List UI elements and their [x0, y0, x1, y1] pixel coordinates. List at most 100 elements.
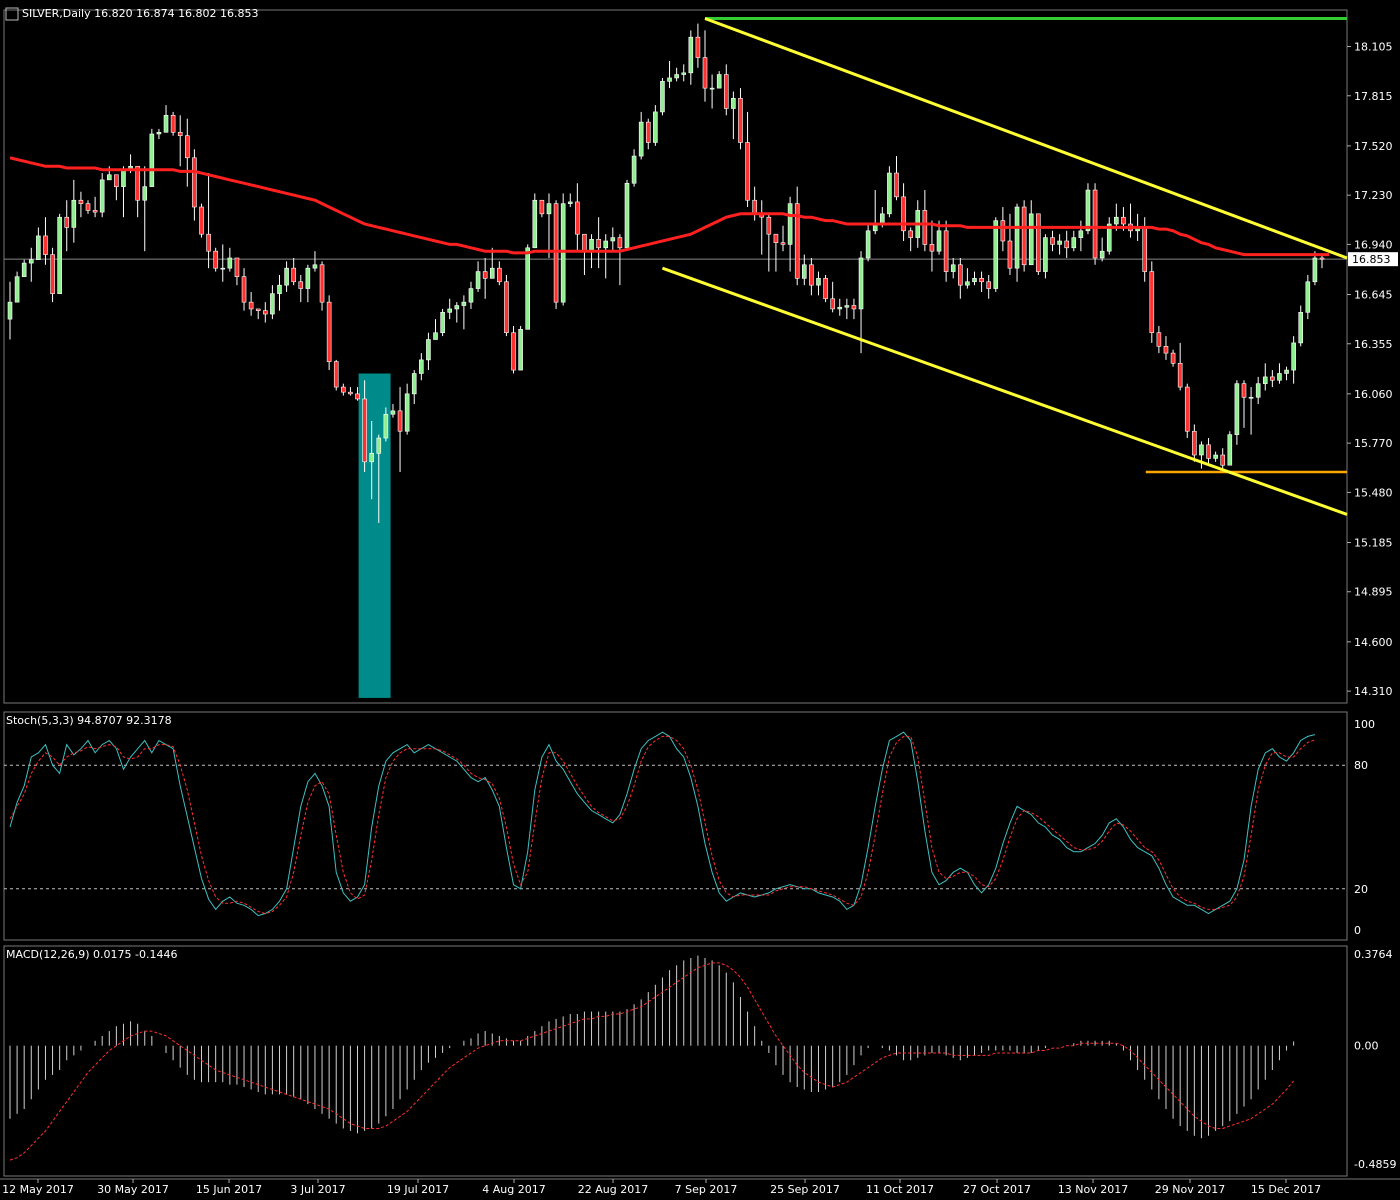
candle-body	[156, 131, 162, 135]
candle-body	[468, 288, 474, 303]
stoch-axis-label: 0	[1354, 924, 1361, 937]
candle-body	[184, 135, 190, 159]
price-axis-label: 14.895	[1354, 586, 1393, 599]
candle-body	[362, 398, 367, 463]
candle	[1092, 183, 1098, 265]
candle-body	[170, 115, 176, 133]
candle	[539, 199, 545, 218]
candle	[958, 257, 963, 299]
candle	[1071, 230, 1077, 252]
candle	[766, 213, 772, 272]
candle-body	[50, 254, 55, 294]
candle-body	[1213, 454, 1218, 459]
candle	[348, 387, 353, 396]
stoch-k-line	[9, 731, 1316, 917]
candle-body	[553, 203, 559, 303]
candle	[404, 383, 410, 435]
price-panel-frame	[3, 9, 1348, 704]
stoch-axis-label: 80	[1354, 759, 1368, 772]
candle	[922, 190, 928, 252]
candle-body	[858, 257, 864, 310]
candle	[78, 191, 84, 218]
candle	[844, 298, 850, 320]
candle-body	[248, 301, 254, 310]
candle	[192, 149, 197, 221]
candle-body	[943, 230, 949, 272]
candle-body	[312, 264, 318, 269]
candle	[624, 179, 630, 249]
macd-panel-title: MACD(12,26,9) 0.0175 -0.1446	[6, 948, 177, 961]
candle	[553, 200, 559, 309]
candle-body	[681, 72, 687, 75]
current-price-label: 16.853	[1352, 253, 1391, 266]
candle-body	[263, 310, 268, 315]
candle	[270, 285, 275, 320]
candle	[780, 225, 786, 252]
candle-body	[773, 233, 779, 243]
candle	[887, 166, 892, 218]
candle-body	[28, 259, 34, 264]
candle	[794, 186, 800, 286]
candle	[355, 387, 360, 401]
candle-body	[78, 199, 84, 204]
price-panel-icon	[5, 7, 19, 21]
price-axis-label: 16.940	[1354, 238, 1393, 251]
candle-body	[1121, 216, 1126, 225]
candle-body	[830, 298, 835, 310]
candle-body	[986, 281, 991, 289]
candle-body	[497, 267, 502, 283]
time-axis-label: 13 Nov 2017	[1058, 1183, 1128, 1196]
candle	[440, 308, 445, 337]
time-axis-label: 19 Jul 2017	[387, 1183, 449, 1196]
candle	[99, 173, 105, 218]
candle-body	[1227, 434, 1233, 466]
candle	[511, 325, 516, 374]
candle	[1248, 387, 1254, 435]
candle-body	[688, 36, 694, 74]
candle-body	[390, 410, 396, 415]
candle-body	[475, 271, 481, 289]
price-axis-label: 15.185	[1354, 536, 1393, 549]
candle-body	[1085, 189, 1091, 232]
candle	[433, 319, 438, 340]
time-axis-label: 3 Jul 2017	[290, 1183, 345, 1196]
candle	[929, 220, 935, 272]
candle-body	[610, 237, 616, 242]
candle-body	[589, 239, 594, 252]
candle-body	[667, 77, 672, 82]
candle	[575, 183, 580, 252]
candle-body	[284, 267, 289, 286]
candle-body	[958, 264, 963, 286]
candle-body	[766, 216, 772, 235]
candle	[518, 325, 523, 371]
candle	[816, 271, 821, 296]
candle-body	[844, 305, 850, 308]
candle	[645, 118, 651, 150]
candle	[319, 261, 325, 311]
candle-body	[816, 278, 821, 286]
candle-body	[603, 240, 609, 249]
candle	[723, 64, 729, 116]
time-axis-label: 7 Sep 2017	[675, 1183, 738, 1196]
candle-body	[14, 276, 20, 303]
candle	[695, 23, 701, 68]
candle-body	[1028, 213, 1034, 266]
candle	[546, 193, 552, 258]
candle	[411, 370, 417, 405]
candle-body	[1050, 237, 1055, 245]
time-axis-label: 29 Nov 2017	[1155, 1183, 1225, 1196]
candle	[482, 257, 488, 299]
candle-body	[880, 213, 885, 225]
candle	[1262, 363, 1268, 391]
candle-body	[1220, 454, 1226, 466]
candle	[560, 193, 566, 306]
candle	[986, 274, 991, 299]
candle	[532, 193, 538, 249]
candle-body	[596, 239, 601, 249]
upper-trendline	[704, 17, 1348, 260]
candle	[234, 257, 240, 286]
candle	[1291, 336, 1296, 384]
candle-body	[404, 393, 410, 432]
candle-body	[837, 306, 843, 310]
candle-body	[567, 201, 573, 204]
